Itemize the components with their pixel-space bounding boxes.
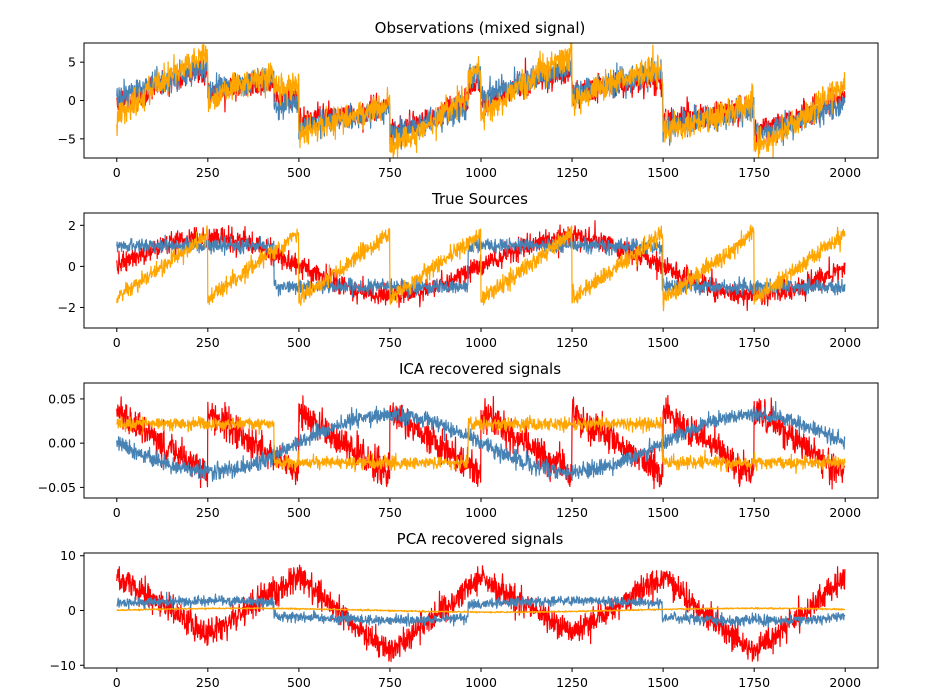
x-tick-label: 2000 (829, 165, 861, 180)
series-line-2 (116, 591, 846, 628)
y-tick-label: 0 (68, 603, 76, 618)
panel-true-sources: True Sources 0 250 500 750 1000 1250 1500 1750 2… (58, 190, 879, 350)
x-tick-label: 1000 (465, 335, 497, 350)
x-tick-label: 750 (378, 505, 402, 520)
chart-title: Observations (mixed signal) (375, 19, 586, 37)
x-tick-label: 1750 (738, 505, 770, 520)
x-tick-label: 1750 (738, 675, 770, 690)
x-tick-label: 1750 (738, 335, 770, 350)
x-tick-label: 250 (196, 165, 220, 180)
series-group (116, 394, 846, 490)
y-tick-label: 0 (68, 259, 76, 274)
x-tick-label: 500 (287, 165, 311, 180)
y-tick-label: −10 (50, 658, 76, 673)
x-tick-label: 1500 (647, 165, 679, 180)
x-tick-label: 2000 (829, 335, 861, 350)
x-tick-label: 250 (196, 335, 220, 350)
x-tick-label: 750 (378, 165, 402, 180)
x-tick-label: 0 (113, 675, 121, 690)
x-tick-label: 1000 (465, 165, 497, 180)
x-tick-label: 750 (378, 335, 402, 350)
x-tick-label: 0 (113, 505, 121, 520)
y-tick-label: −2 (58, 300, 76, 315)
x-tick-label: 0 (113, 165, 121, 180)
x-tick-label: 2000 (829, 675, 861, 690)
x-tick-label: 1500 (647, 675, 679, 690)
y-tick-label: 10 (60, 548, 76, 563)
panel-ica-recovered: ICA recovered signals 0 250 500 750 1000 1250… (38, 360, 879, 520)
chart-title: True Sources (431, 190, 528, 208)
series-group (116, 220, 846, 312)
x-tick-label: 500 (287, 505, 311, 520)
x-tick-label: 2000 (829, 505, 861, 520)
series-line-3 (116, 414, 846, 475)
x-tick-label: 0 (113, 335, 121, 350)
x-tick-label: 1000 (465, 675, 497, 690)
x-tick-label: 1500 (647, 505, 679, 520)
series-group (116, 43, 846, 158)
x-tick-label: 250 (196, 505, 220, 520)
x-tick-label: 500 (287, 675, 311, 690)
series-line-1 (116, 564, 846, 663)
x-tick-label: 250 (196, 675, 220, 690)
x-tick-label: 1250 (556, 675, 588, 690)
chart-title: PCA recovered signals (397, 530, 564, 548)
x-tick-label: 1750 (738, 165, 770, 180)
series-line-3 (116, 43, 846, 158)
series-group (116, 564, 846, 663)
x-tick-label: 750 (378, 675, 402, 690)
y-tick-label: −5 (58, 131, 76, 146)
series-line-3 (116, 606, 846, 614)
chart-title: ICA recovered signals (399, 360, 561, 378)
series-line-3 (116, 224, 846, 312)
panel-observations: Observations (mixed signal) 0 250 500 750 10… (58, 19, 879, 180)
y-tick-label: 0 (68, 93, 76, 108)
y-tick-label: 5 (68, 55, 76, 70)
x-tick-label: 1000 (465, 505, 497, 520)
panel-pca-recovered: PCA recovered signals 0 250 500 750 1000 1250… (50, 530, 879, 690)
y-tick-label: 0.00 (48, 436, 76, 451)
x-tick-label: 1250 (556, 335, 588, 350)
x-tick-label: 1250 (556, 165, 588, 180)
y-tick-label: −0.05 (38, 480, 76, 495)
x-tick-label: 500 (287, 335, 311, 350)
y-tick-label: 2 (68, 218, 76, 233)
series-line-2 (116, 400, 846, 482)
y-tick-label: 0.05 (48, 391, 76, 406)
x-tick-label: 1500 (647, 335, 679, 350)
x-tick-label: 1250 (556, 505, 588, 520)
